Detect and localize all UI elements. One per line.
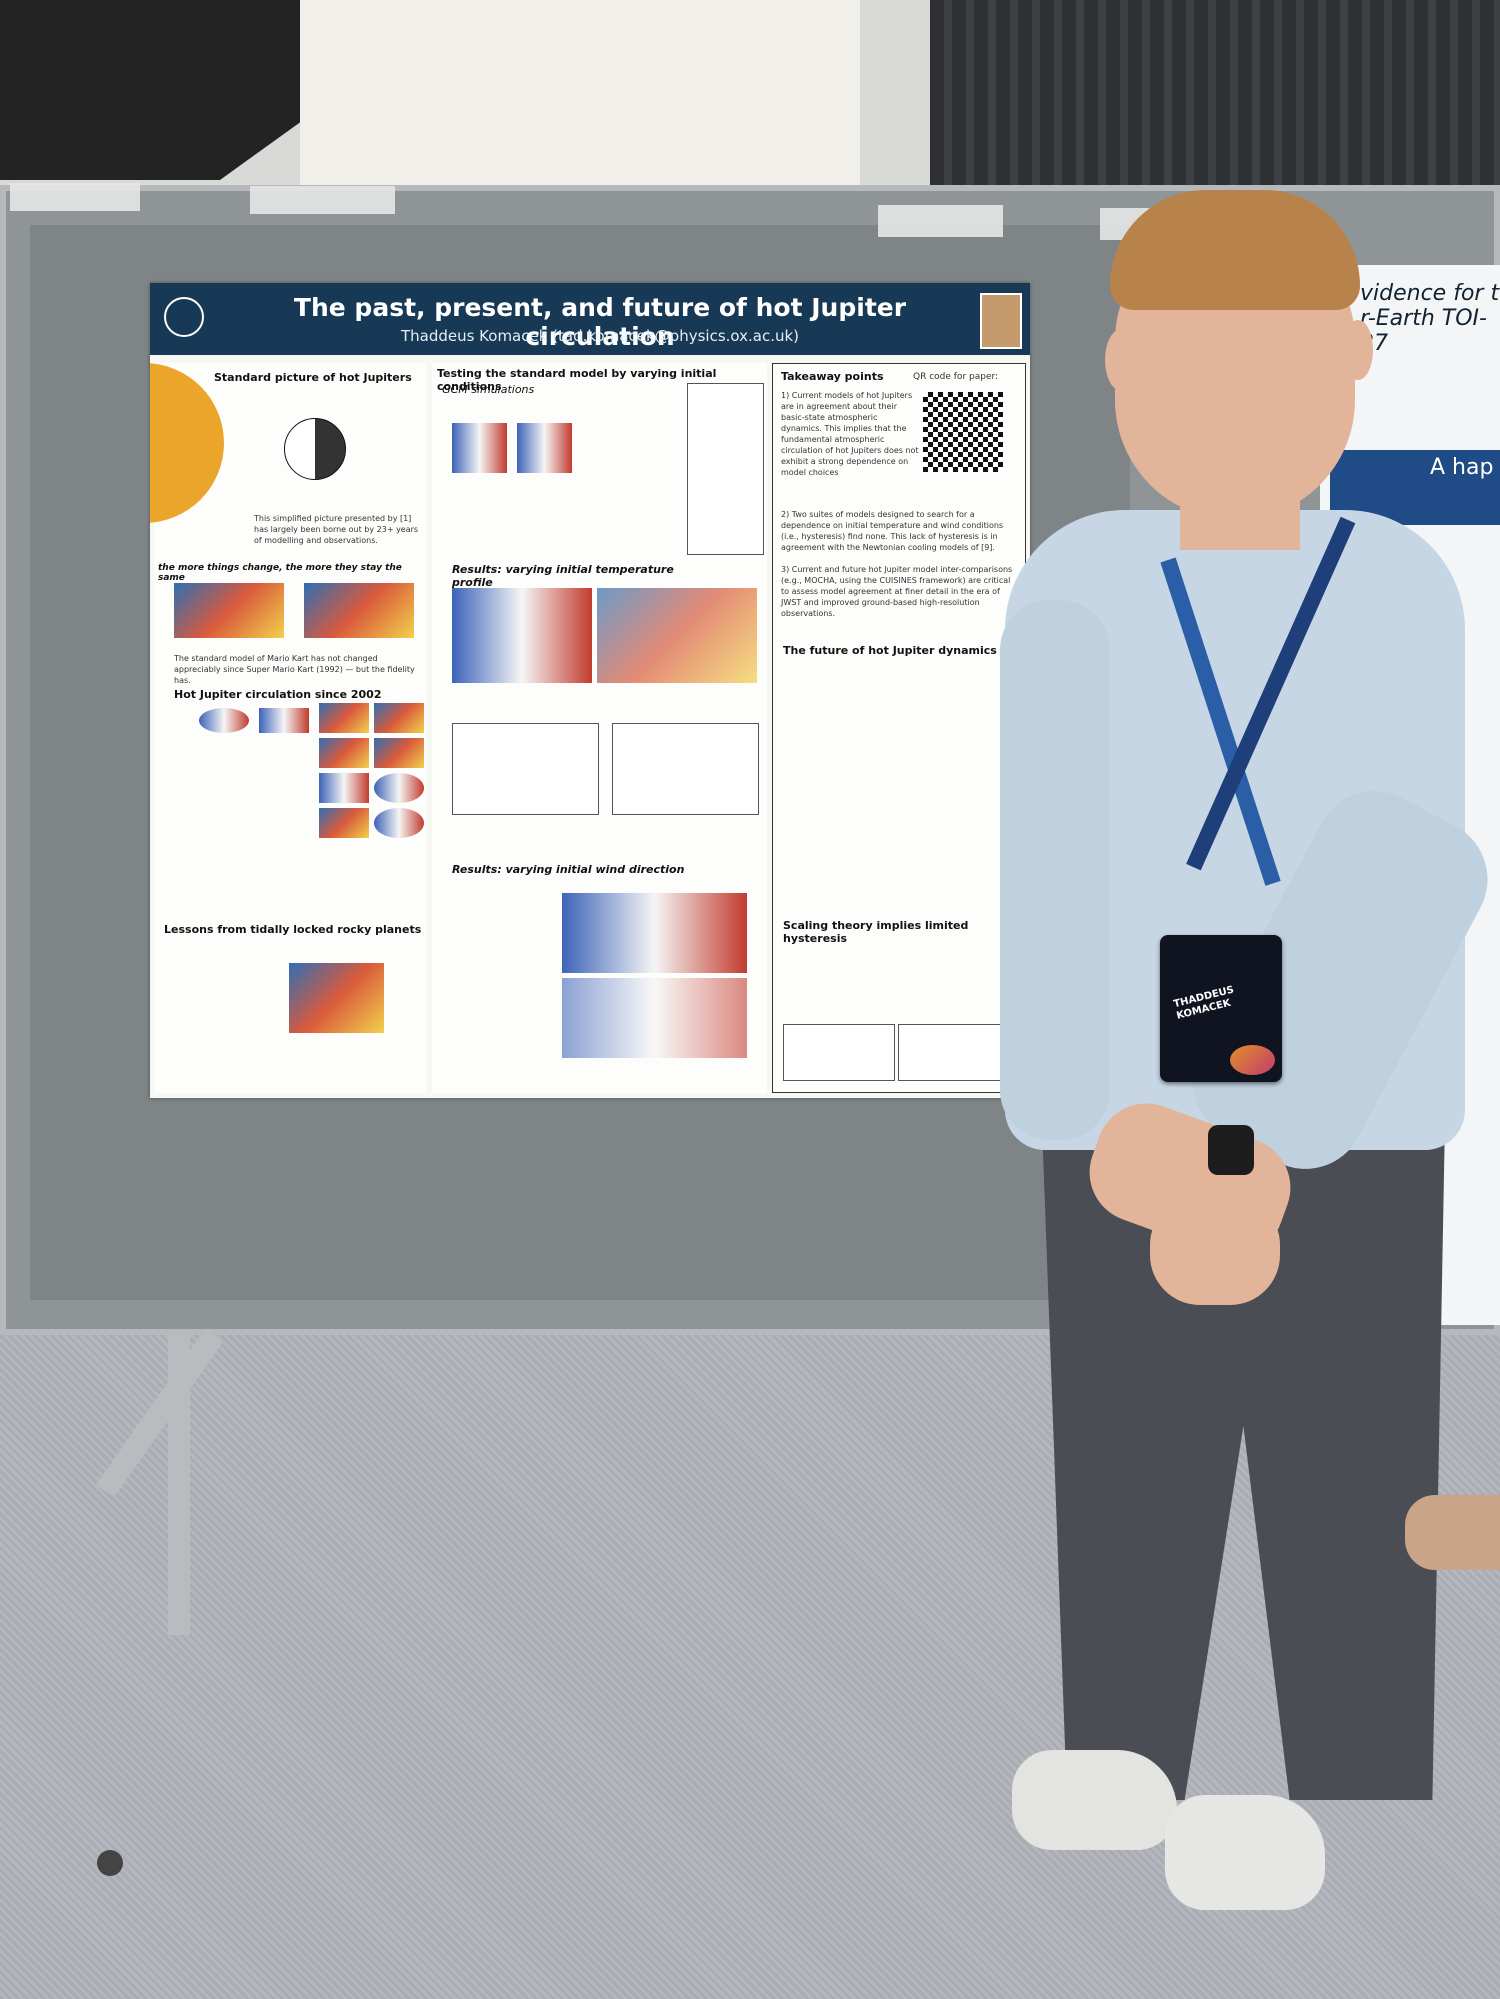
section-heading: Takeaway points	[781, 370, 884, 383]
zonal-wind-maps	[562, 893, 747, 973]
name-badge: THADDEUS KOMACEK	[1160, 935, 1282, 1082]
section-heading: The future of hot Jupiter dynamics	[783, 644, 997, 657]
badge-logo-icon	[1230, 1045, 1275, 1075]
mario-kart-image	[174, 583, 284, 638]
hair	[1110, 190, 1360, 310]
neighbouring-poster-title: vidence for t r-Earth TOI-27	[1360, 281, 1500, 356]
wind-map	[452, 423, 507, 473]
simulation-map	[289, 963, 384, 1033]
neighbouring-poster-heading: A hap	[1430, 455, 1494, 480]
author-portrait	[980, 293, 1022, 349]
zonal-wind-maps	[562, 978, 747, 1058]
section-heading: Hot Jupiter circulation since 2002	[174, 688, 382, 701]
poster-column-3: Takeaway points QR code for paper: 1) Cu…	[772, 363, 1026, 1093]
poster-title: The past, present, and future of hot Jup…	[293, 293, 907, 351]
section-heading: Results: varying initial temperature pro…	[452, 563, 674, 589]
section-heading: Testing the standard model by varying in…	[437, 367, 717, 393]
qr-caption: QR code for paper:	[913, 372, 999, 382]
skylight	[300, 0, 860, 185]
simulation-map	[319, 808, 369, 838]
section-text: This simplified picture presented by [1]…	[254, 514, 419, 545]
section-heading: Scaling theory implies limited hysteresi…	[783, 919, 969, 945]
poster-author: Thaddeus Komacek (tad.komacek@physics.ox…	[400, 327, 800, 345]
section-subheading: GCM simulations	[442, 383, 535, 396]
poster-column-1: Standard picture of hot Jupiters This si…	[150, 363, 426, 1093]
tape-strip	[10, 183, 140, 211]
section-heading: Standard picture of hot Jupiters	[214, 371, 412, 384]
takeaway-point: 1) Current models of hot Jupiters are in…	[781, 391, 919, 477]
hand	[1150, 1195, 1280, 1305]
sneaker	[1012, 1750, 1177, 1850]
simulation-map	[319, 738, 369, 768]
sandal-foot	[1405, 1495, 1500, 1570]
simulation-map	[319, 773, 369, 803]
simulation-map	[374, 808, 424, 838]
hysteresis-plot	[783, 1024, 895, 1081]
tape-strip	[878, 205, 1003, 237]
shirt-sleeve	[1000, 600, 1110, 1140]
simulation-map	[259, 708, 309, 733]
temperature-maps-grid	[452, 588, 592, 683]
mario-kart-image	[304, 583, 414, 638]
hysteresis-plot	[898, 1024, 1015, 1081]
university-seal-icon	[164, 297, 204, 337]
takeaway-point: 2) Two suites of models designed to sear…	[781, 510, 1004, 552]
wind-maps-grid	[597, 588, 757, 683]
stand-wheel	[97, 1850, 123, 1876]
host-star-graphic	[150, 363, 224, 523]
wind-map	[517, 423, 572, 473]
simulation-map	[319, 703, 369, 733]
research-poster: The past, present, and future of hot Jup…	[150, 283, 1030, 1098]
takeaway-point: 3) Current and future hot Jupiter model …	[781, 565, 1013, 618]
simulation-map	[374, 773, 424, 803]
section-text: The standard model of Mario Kart has not…	[174, 654, 415, 685]
simulation-map	[374, 703, 424, 733]
poster-header: The past, present, and future of hot Jup…	[150, 283, 1030, 355]
simulation-map	[374, 738, 424, 768]
wind-speed-plot	[612, 723, 759, 815]
sneaker	[1165, 1795, 1325, 1910]
tape-strip	[250, 186, 395, 214]
section-heading: Lessons from tidally locked rocky planet…	[164, 923, 422, 936]
section-quote: the more things change, the more they st…	[158, 563, 402, 583]
qr-code[interactable]	[923, 392, 1003, 472]
poster-column-2: Testing the standard model by varying in…	[432, 363, 767, 1093]
smartwatch	[1208, 1125, 1254, 1175]
gas-giant-diagram	[284, 418, 346, 480]
parameter-table	[687, 383, 764, 555]
badge-name: THADDEUS KOMACEK	[1172, 984, 1236, 1022]
simulation-map	[199, 708, 249, 733]
temperature-plot	[452, 723, 599, 815]
section-heading: Results: varying initial wind direction	[452, 863, 685, 876]
